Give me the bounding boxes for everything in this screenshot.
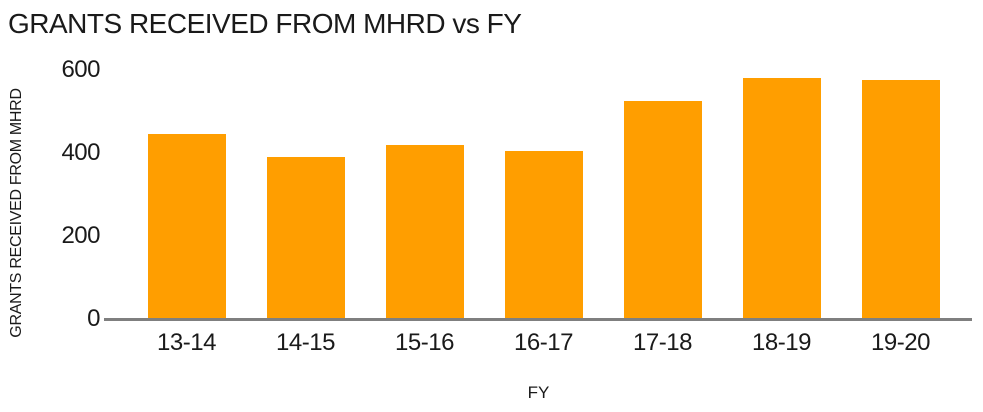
bar-cell bbox=[246, 70, 365, 319]
y-tick-label-400: 400 bbox=[61, 139, 100, 166]
x-tick-label-19-20: 19-20 bbox=[871, 329, 930, 356]
bar-cell bbox=[365, 70, 484, 319]
x-tick-label-15-16: 15-16 bbox=[395, 329, 454, 356]
x-tick-label-14-15: 14-15 bbox=[276, 329, 335, 356]
x-axis-title: FY bbox=[527, 383, 550, 402]
bar-17-18 bbox=[623, 101, 702, 319]
x-tick-label-17-18: 17-18 bbox=[633, 329, 692, 356]
bar-cell bbox=[603, 70, 722, 319]
y-tick-label-0: 0 bbox=[87, 305, 100, 332]
y-tick-label-600: 600 bbox=[61, 56, 100, 83]
bar-cell bbox=[841, 70, 960, 319]
bars-row bbox=[127, 70, 960, 319]
x-tick-label-16-17: 16-17 bbox=[514, 329, 573, 356]
bar-cell bbox=[484, 70, 603, 319]
y-tick-label-200: 200 bbox=[61, 222, 100, 249]
x-tick-label-13-14: 13-14 bbox=[157, 329, 216, 356]
x-axis-line bbox=[104, 318, 972, 321]
y-axis-title: GRANTS RECEIVED FROM MHRD bbox=[8, 88, 25, 338]
bar-cell bbox=[127, 70, 246, 319]
bar-cell bbox=[722, 70, 841, 319]
x-axis-tick-labels: 13-14 14-15 15-16 16-17 17-18 18-19 19-20 bbox=[127, 330, 960, 356]
bar-18-19 bbox=[742, 78, 821, 319]
bar-15-16 bbox=[385, 145, 464, 319]
bar-19-20 bbox=[861, 80, 940, 319]
plot-area bbox=[105, 70, 972, 319]
bar-16-17 bbox=[504, 150, 583, 319]
x-tick-label-18-19: 18-19 bbox=[752, 329, 811, 356]
bar-13-14 bbox=[147, 134, 226, 319]
chart-title: GRANTS RECEIVED FROM MHRD vs FY bbox=[8, 8, 522, 39]
bar-14-15 bbox=[266, 157, 345, 319]
